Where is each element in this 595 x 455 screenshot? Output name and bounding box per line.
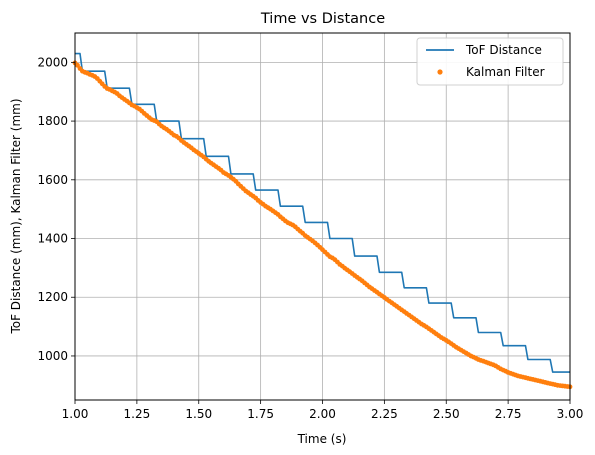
x-axis-label: Time (s) xyxy=(297,432,347,446)
x-tick-label: 1.75 xyxy=(247,407,274,421)
y-axis-label: ToF Distance (mm), Kalman Filter (mm) xyxy=(9,98,23,334)
x-tick-label: 2.25 xyxy=(371,407,398,421)
y-tick-label: 1600 xyxy=(37,173,68,187)
x-tick-label: 1.25 xyxy=(124,407,151,421)
legend-kalman-label: Kalman Filter xyxy=(466,65,545,79)
x-tick-label: 2.00 xyxy=(309,407,336,421)
y-axis-ticks: 1000 1200 1400 1600 1800 2000 xyxy=(37,55,75,363)
y-tick-label: 1400 xyxy=(37,232,68,246)
chart-title: Time vs Distance xyxy=(260,11,385,27)
x-tick-label: 1.50 xyxy=(185,407,212,421)
legend-kalman-swatch xyxy=(437,69,443,75)
y-tick-label: 1200 xyxy=(37,290,68,304)
legend-tof-label: ToF Distance xyxy=(465,43,542,57)
x-tick-label: 3.00 xyxy=(557,407,584,421)
y-tick-label: 2000 xyxy=(37,55,68,69)
legend: ToF Distance Kalman Filter xyxy=(416,37,564,86)
plot-area xyxy=(72,52,573,390)
y-tick-label: 1800 xyxy=(37,114,68,128)
x-tick-label: 1.00 xyxy=(62,407,89,421)
y-tick-label: 1000 xyxy=(37,349,68,363)
tof-distance-line xyxy=(75,52,570,373)
x-tick-label: 2.50 xyxy=(433,407,460,421)
x-axis-ticks: 1.00 1.25 1.50 1.75 2.00 2.25 2.50 2.75 3.00 xyxy=(62,400,584,421)
x-tick-label: 2.75 xyxy=(495,407,522,421)
